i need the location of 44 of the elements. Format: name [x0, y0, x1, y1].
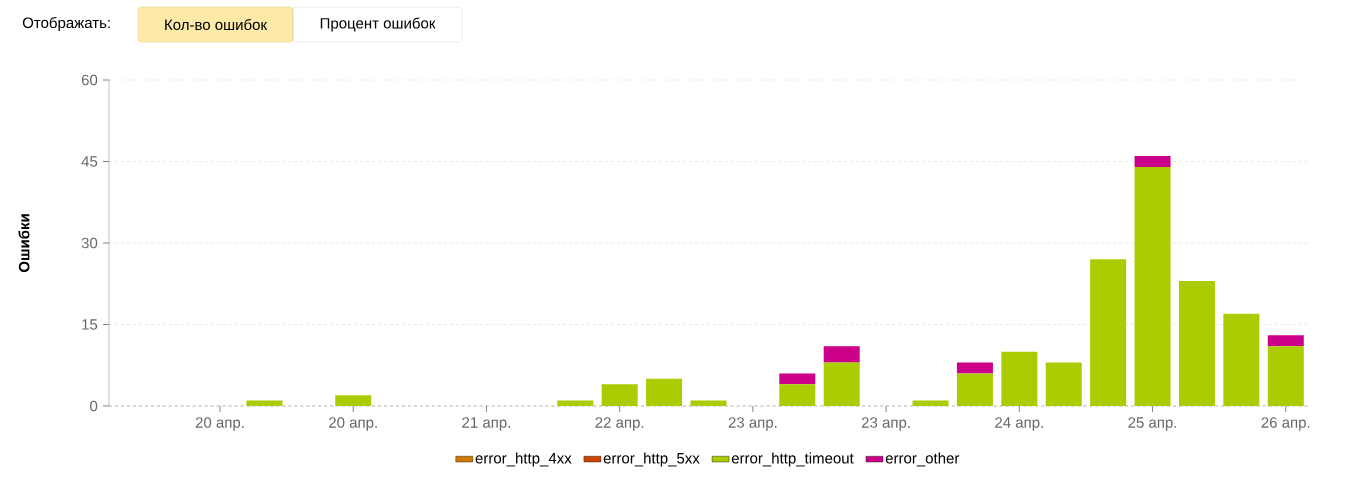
bar [690, 400, 727, 406]
legend-label: error_other [885, 452, 960, 467]
x-tick-label: 22 апр. [595, 417, 644, 431]
bar [779, 384, 816, 406]
bar [557, 400, 594, 406]
x-tick-label: 20 апр. [329, 417, 377, 431]
bar [1134, 156, 1171, 167]
bar [1223, 313, 1260, 406]
x-tick-label: 23 апр. [728, 417, 777, 431]
y-tick-label: 30 [81, 237, 98, 249]
bar [335, 395, 372, 406]
text: Отображать: [22, 16, 110, 32]
x-tick-label: 23 апр. [861, 417, 910, 431]
text: Процент ошибок [320, 17, 436, 32]
text: Кол-во ошибок [165, 18, 268, 31]
x-tick-label: 20 апр. [195, 417, 244, 431]
bar [1090, 259, 1127, 406]
legend-label: error_http_5xx [603, 452, 700, 467]
bar [823, 346, 860, 363]
bar [779, 373, 816, 385]
bar [1267, 335, 1304, 347]
y-axis-title: Ошибки [18, 214, 30, 273]
bar [1267, 346, 1304, 406]
x-tick-label: 26 апр. [1261, 417, 1310, 431]
bar [956, 373, 993, 406]
legend-label: error_http_timeout [731, 452, 854, 467]
bar [1178, 281, 1215, 406]
y-tick-label: 0 [90, 400, 98, 412]
bar [823, 362, 860, 406]
bar [246, 400, 283, 406]
legend-label: error_http_4xx [475, 452, 572, 467]
x-tick-label: 24 апр. [995, 417, 1043, 431]
bar [646, 378, 683, 406]
bar [601, 384, 638, 406]
y-tick-label: 60 [81, 74, 98, 86]
x-tick-label: 21 апр. [462, 417, 510, 431]
bar [1001, 351, 1038, 406]
bar [1045, 362, 1082, 406]
bar [1134, 166, 1171, 406]
bar [956, 362, 993, 374]
y-tick-label: 15 [82, 319, 98, 330]
bar [912, 400, 949, 406]
x-tick-label: 25 апр. [1128, 417, 1177, 431]
y-tick-label: 45 [81, 156, 98, 167]
